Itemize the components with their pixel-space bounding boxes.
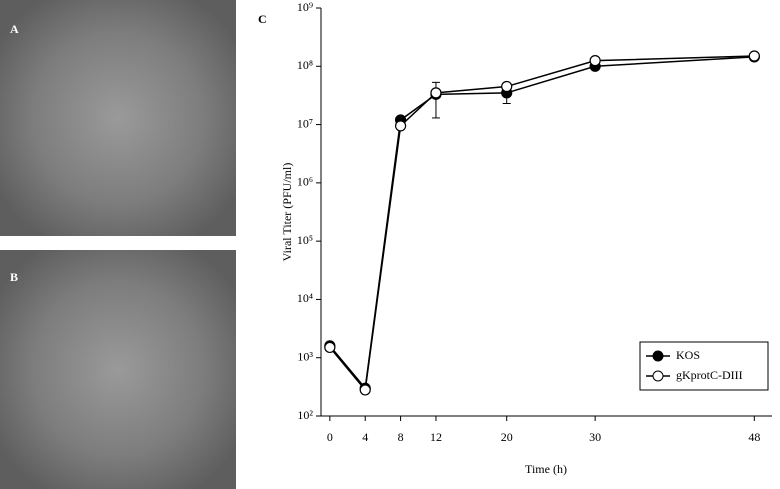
- y-axis-label: Viral Titer (PFU/ml): [280, 163, 294, 262]
- x-axis-label: Time (h): [525, 462, 567, 476]
- y-tick-label: 10⁶: [297, 175, 313, 189]
- data-point: [748, 50, 760, 62]
- x-tick-label: 30: [589, 430, 601, 444]
- data-point: [501, 80, 513, 93]
- y-tick-label: 10⁹: [297, 0, 313, 14]
- micrograph-a: [0, 0, 236, 236]
- legend-label: KOS: [676, 348, 700, 362]
- y-tick-label: 10³: [297, 349, 313, 363]
- data-point: [324, 341, 336, 354]
- panel-label: C: [258, 12, 267, 26]
- panel-label: A: [10, 22, 19, 36]
- data-point: [589, 55, 601, 67]
- y-tick-label: 10⁷: [297, 116, 313, 130]
- x-tick-label: 20: [501, 430, 513, 444]
- data-point: [430, 87, 442, 99]
- series-line: [329, 56, 755, 390]
- legend-box: [639, 341, 769, 391]
- panel-label: B: [10, 270, 18, 284]
- data-point: [359, 384, 371, 396]
- y-tick-label: 10⁴: [297, 291, 313, 305]
- series-line: [329, 55, 755, 392]
- y-tick-label: 10⁸: [297, 58, 313, 72]
- micrograph-b: [0, 250, 236, 489]
- legend-marker: [652, 370, 664, 382]
- x-tick-label: 12: [430, 430, 442, 444]
- y-tick-label: 10⁵: [297, 233, 313, 247]
- x-tick-label: 48: [748, 430, 760, 444]
- legend-marker: [652, 350, 664, 362]
- data-point: [394, 120, 407, 132]
- y-tick-label: 10²: [297, 408, 313, 422]
- x-tick-label: 8: [398, 430, 404, 444]
- legend-label: gKprotC-DIII: [676, 368, 743, 382]
- x-tick-label: 0: [327, 430, 333, 444]
- x-tick-label: 4: [362, 430, 368, 444]
